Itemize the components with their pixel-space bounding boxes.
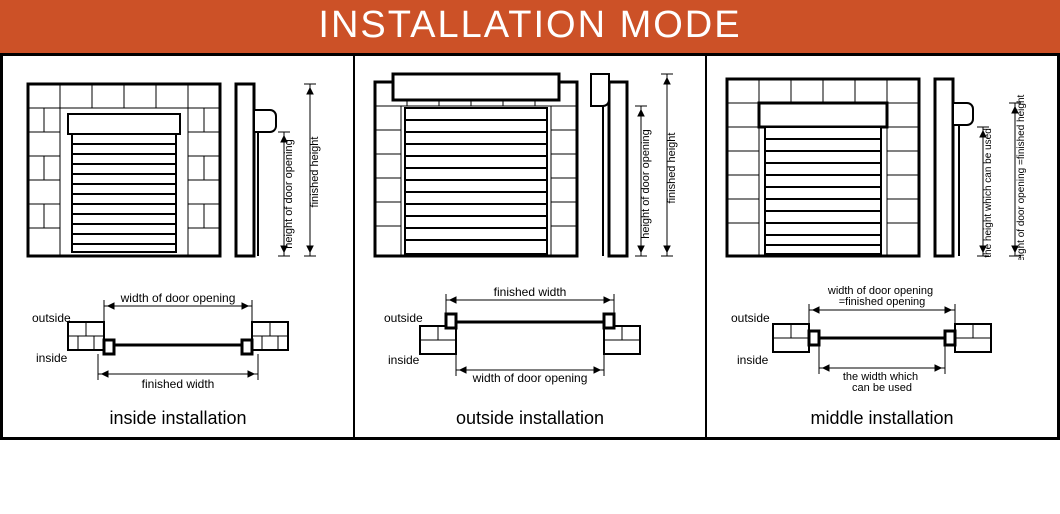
dim-width-top: width of door opening	[120, 291, 236, 305]
plan-inside: width of door opening finished width out…	[28, 282, 328, 392]
elevation-front-outside	[371, 70, 581, 260]
dim-height-door: height of door opening	[283, 139, 295, 248]
panel-outside: height of door opening finished height	[355, 56, 707, 437]
label-inside: inside	[388, 353, 420, 367]
label-inside: inside	[36, 351, 68, 365]
label-outside: outside	[384, 311, 423, 325]
page-title: INSTALLATION MODE	[318, 4, 741, 46]
dim-height-door: height of door opening	[640, 129, 652, 238]
caption-outside: outside installation	[456, 408, 604, 429]
label-outside: outside	[731, 311, 770, 325]
elevation-side-middle: the height which can be used height of d…	[931, 75, 1041, 260]
dim-height-finished: finished height	[666, 133, 678, 204]
title-bar: INSTALLATION MODE	[0, 0, 1060, 53]
dim-width-bottom: finished width	[142, 377, 215, 391]
label-inside: inside	[737, 353, 769, 367]
dim-height-finished: finished height	[309, 137, 321, 208]
dim-width-bottom: width of door opening	[472, 371, 588, 385]
dim-height-used: the height which can be used	[983, 128, 994, 258]
plan-middle: width of door opening =finished opening …	[727, 282, 1037, 392]
panel-middle: the height which can be used height of d…	[707, 56, 1057, 437]
dim-width-bottom: the width which can be used	[843, 371, 921, 392]
elevation-side-inside: height of door opening finished height	[232, 80, 332, 260]
elevation-front-middle	[723, 75, 923, 260]
dim-height-door: height of door opening =finished height	[1016, 94, 1027, 260]
plan-outside: finished width width of door opening out…	[380, 282, 680, 392]
caption-middle: middle installation	[810, 408, 953, 429]
elevation-side-outside: height of door opening finished height	[589, 70, 689, 260]
panel-inside: height of door opening finished height	[3, 56, 355, 437]
dim-width-top: width of door opening =finished opening	[827, 285, 936, 308]
caption-inside: inside installation	[109, 408, 246, 429]
elevation-front-inside	[24, 80, 224, 260]
label-outside: outside	[32, 311, 71, 325]
dim-width-top: finished width	[494, 285, 567, 299]
panels-container: height of door opening finished height	[0, 53, 1060, 440]
